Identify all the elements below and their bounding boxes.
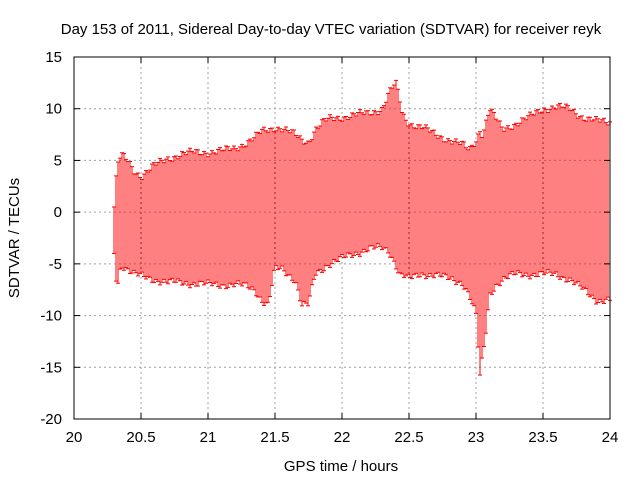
y-tick-label: 0 bbox=[54, 204, 62, 221]
x-axis-label: GPS time / hours bbox=[284, 458, 398, 475]
x-tick-label: 20 bbox=[66, 429, 83, 446]
error-bars bbox=[112, 79, 612, 376]
x-tick-label: 23.5 bbox=[528, 429, 557, 446]
y-tick-label: 5 bbox=[54, 152, 62, 169]
y-axis-label: SDTVAR / TECUs bbox=[6, 178, 23, 298]
x-tick-label: 22 bbox=[334, 429, 351, 446]
axis-ticks: 20 20.5 21 21.5 22 22.5 23 23.5 24 15 10 5 0 -5 -10 -15… bbox=[40, 49, 618, 446]
x-tick-label: 24 bbox=[602, 429, 619, 446]
x-tick-label: 22.5 bbox=[394, 429, 423, 446]
y-tick-label: -20 bbox=[40, 411, 62, 428]
y-tick-label: 10 bbox=[45, 101, 62, 118]
y-tick-label: -5 bbox=[49, 256, 62, 273]
chart-title: Day 153 of 2011, Sidereal Day-to-day VTE… bbox=[61, 21, 602, 38]
y-tick-label: -15 bbox=[40, 359, 62, 376]
x-tick-label: 21.5 bbox=[260, 429, 289, 446]
x-tick-label: 23 bbox=[468, 429, 485, 446]
x-tick-label: 21 bbox=[200, 429, 217, 446]
y-tick-label: 15 bbox=[45, 49, 62, 66]
y-tick-label: -10 bbox=[40, 308, 62, 325]
x-tick-label: 20.5 bbox=[126, 429, 155, 446]
